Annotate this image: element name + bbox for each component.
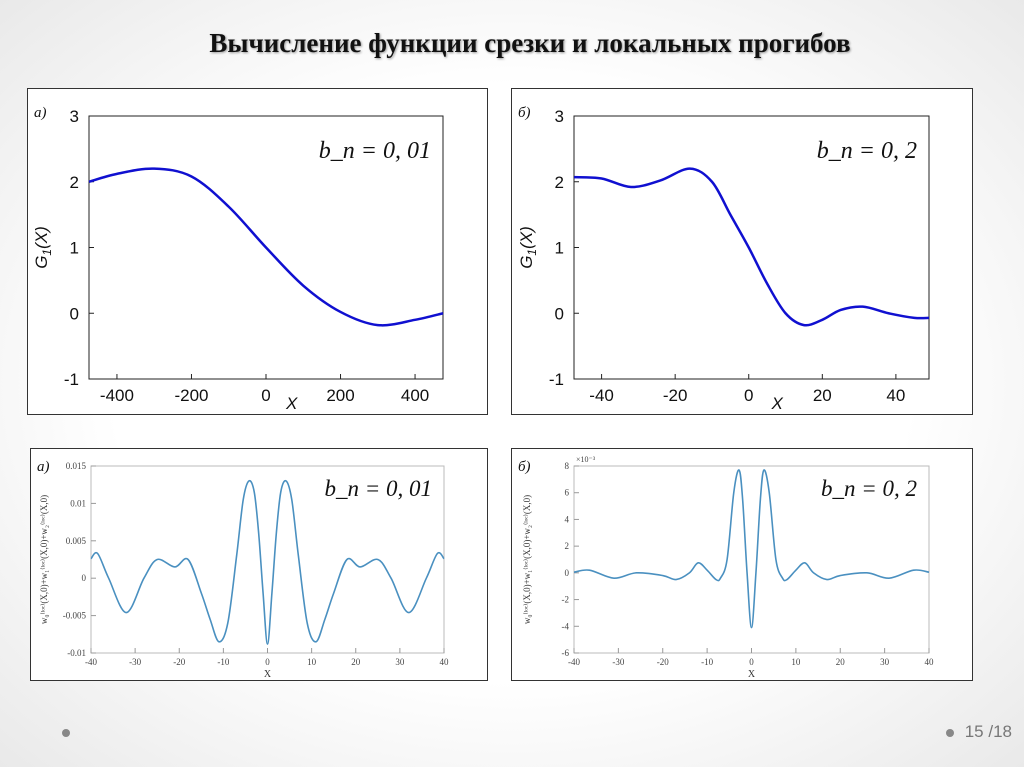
y-tick-label: 0 bbox=[82, 573, 87, 583]
x-tick-label: -40 bbox=[589, 386, 614, 405]
y-tick-label: -2 bbox=[562, 595, 570, 605]
chart-panel-top-left: -400 -200 0 200 400 -1 0 1 2 3 а) b_n = 0, 01 G1(X) X bbox=[27, 88, 488, 415]
chart-panel-top-right: -40 -20 0 20 40 -1 0 1 2 3 б) b_n = 0, 2 G1(X) X bbox=[511, 88, 973, 415]
y-axis-label: w₀⁽ˡᵒᶜ⁾(X,0)+w₁⁽ˡᵒᶜ⁾(X,0)+w₂⁽ˡᵒᶜ⁾(X,0) bbox=[39, 495, 49, 624]
y-axis-label: w₀⁽ˡᵒᶜ⁾(X,0)+w₁⁽ˡᵒᶜ⁾(X,0)+w₂⁽ˡᵒᶜ⁾(X,0) bbox=[522, 495, 532, 624]
y-label-sub: 1 bbox=[525, 249, 539, 256]
y-label-sub: 1 bbox=[40, 249, 54, 256]
x-tick-label: -200 bbox=[174, 386, 208, 405]
y-tick-label: 0.01 bbox=[70, 498, 86, 508]
x-tick-label: -40 bbox=[568, 657, 580, 667]
page-total: /18 bbox=[988, 722, 1012, 741]
x-tick-label: 0 bbox=[261, 386, 270, 405]
chart-panel-bottom-left: -40 -30 -20 -10 0 10 20 30 40 -0.01 -0.005 0 0.005 0.… bbox=[30, 448, 488, 681]
x-tick-label: 20 bbox=[351, 657, 361, 667]
x-tick-label: 20 bbox=[813, 386, 832, 405]
y-tick-label: 0 bbox=[555, 304, 564, 323]
y-axis-label: G1(X) bbox=[32, 226, 54, 269]
chart-panel-bottom-right: -40 -30 -20 -10 0 10 20 30 40 -6 -4 -2 0 2 4 6 8 б) b_n = … bbox=[511, 448, 973, 681]
panel-label: а) bbox=[34, 105, 47, 121]
x-tick-label: 30 bbox=[395, 657, 405, 667]
nav-dot-right bbox=[946, 729, 954, 737]
data-line bbox=[573, 167, 930, 327]
x-tick-label: -20 bbox=[173, 657, 185, 667]
y-tick-label: -6 bbox=[562, 648, 570, 658]
bn-annotation: b_n = 0, 01 bbox=[324, 476, 432, 501]
y-tick-label: 0.015 bbox=[66, 461, 87, 471]
x-tick-label: 0 bbox=[265, 657, 270, 667]
y-tick-label: 2 bbox=[555, 173, 564, 192]
nav-dot-left bbox=[62, 729, 70, 737]
x-tick-label: 10 bbox=[791, 657, 801, 667]
bn-annotation: b_n = 0, 01 bbox=[319, 138, 431, 164]
y-tick-label: 3 bbox=[555, 107, 564, 126]
y-exponent-label: ×10⁻³ bbox=[576, 455, 596, 464]
y-axis-label: G1(X) bbox=[517, 226, 539, 269]
y-tick-label: 2 bbox=[70, 173, 79, 192]
y-tick-label: -0.01 bbox=[67, 648, 86, 658]
bn-annotation: b_n = 0, 2 bbox=[817, 138, 917, 164]
y-tick-label: -0.005 bbox=[63, 611, 87, 621]
panel-label: б) bbox=[518, 105, 531, 121]
page-current: 15 bbox=[964, 722, 984, 741]
y-tick-label: 2 bbox=[565, 541, 570, 551]
y-tick-label: 4 bbox=[565, 514, 570, 524]
data-line bbox=[573, 469, 930, 629]
y-tick-label: 1 bbox=[555, 239, 564, 258]
x-tick-label: 200 bbox=[326, 386, 354, 405]
x-tick-label: -30 bbox=[612, 657, 624, 667]
x-tick-label: -10 bbox=[701, 657, 713, 667]
y-label-main: G bbox=[32, 256, 51, 269]
y-tick-label: 8 bbox=[565, 461, 570, 471]
x-tick-label: 40 bbox=[440, 657, 450, 667]
y-tick-label: 0 bbox=[565, 568, 570, 578]
x-axis-label: X bbox=[771, 394, 784, 413]
x-tick-label: -400 bbox=[100, 386, 134, 405]
y-tick-label: 3 bbox=[70, 107, 79, 126]
data-line bbox=[90, 479, 445, 645]
x-tick-label: 40 bbox=[886, 386, 905, 405]
x-tick-label: 10 bbox=[307, 657, 317, 667]
x-axis-label: X bbox=[264, 669, 272, 680]
x-axis-label: X bbox=[748, 669, 756, 680]
x-tick-label: -20 bbox=[657, 657, 669, 667]
x-tick-label: 400 bbox=[401, 386, 429, 405]
slide-title: Вычисление функции срезки и локальных пр… bbox=[209, 28, 851, 58]
y-tick-label: -1 bbox=[64, 370, 79, 389]
x-tick-label: 20 bbox=[836, 657, 846, 667]
y-tick-label: -4 bbox=[562, 621, 570, 631]
x-tick-label: 0 bbox=[749, 657, 754, 667]
x-tick-label: -10 bbox=[217, 657, 229, 667]
y-label-rest: (X) bbox=[32, 226, 51, 249]
panel-label: а) bbox=[37, 459, 50, 475]
y-tick-label: -1 bbox=[549, 370, 564, 389]
x-tick-label: -20 bbox=[663, 386, 688, 405]
y-tick-label: 0.005 bbox=[66, 536, 87, 546]
y-tick-label: 6 bbox=[565, 488, 570, 498]
x-axis-label: X bbox=[285, 394, 298, 413]
bn-annotation: b_n = 0, 2 bbox=[821, 476, 917, 501]
y-label-rest: (X) bbox=[517, 226, 536, 249]
chart-w-bn001: -40 -30 -20 -10 0 10 20 30 40 -0.01 -0.005 0 0.005 0.… bbox=[37, 459, 450, 680]
panel-label: б) bbox=[518, 459, 531, 475]
y-label-main: G bbox=[517, 256, 536, 269]
data-line bbox=[88, 167, 444, 327]
x-tick-label: -30 bbox=[129, 657, 141, 667]
x-tick-label: -40 bbox=[85, 657, 97, 667]
page-number: 15 /18 bbox=[965, 722, 1012, 742]
x-tick-label: 30 bbox=[880, 657, 890, 667]
y-tick-label: 1 bbox=[70, 239, 79, 258]
y-tick-label: 0 bbox=[70, 304, 79, 323]
x-tick-label: 40 bbox=[925, 657, 935, 667]
x-tick-label: 0 bbox=[744, 386, 753, 405]
